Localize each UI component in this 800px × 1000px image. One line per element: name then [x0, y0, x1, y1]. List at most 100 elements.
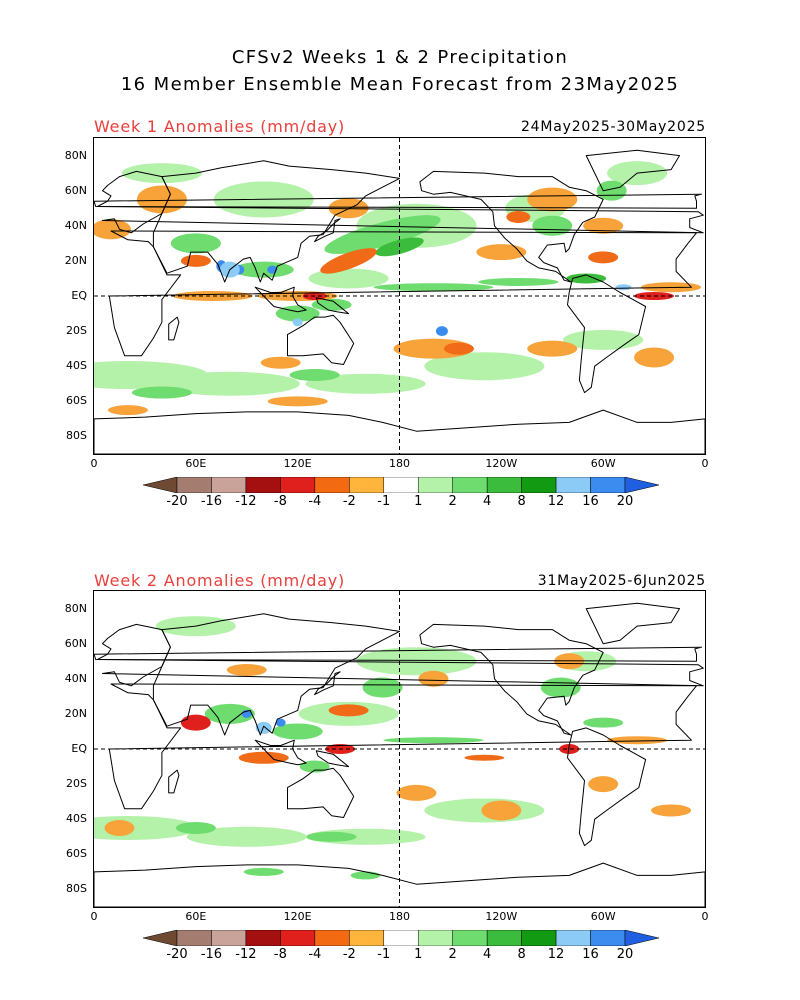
- week2-coastline-new-guinea: [315, 750, 350, 768]
- week1-lon-label: 120E: [283, 457, 312, 470]
- week2-colorbar: [142, 929, 660, 947]
- week1-anomaly-region: [527, 340, 578, 357]
- week1-anomaly-region: [305, 373, 426, 394]
- week1-coastline-south-america: [567, 274, 647, 394]
- week1-lat-label: 40S: [66, 359, 87, 373]
- week2-colorbar-high-arrow: [624, 929, 660, 947]
- week2-anomaly-region: [464, 754, 505, 761]
- week2-colorbar-swatch: [590, 929, 626, 947]
- week1-colorbar-swatch: [280, 476, 316, 494]
- week1-colorbar-tick-label: 4: [483, 494, 492, 509]
- week1-lon-label: 60W: [590, 457, 616, 470]
- week1-colorbar: [142, 476, 660, 494]
- week1-colorbar-tick-label: -16: [200, 494, 223, 509]
- week2-colorbar-tick-label: 20: [616, 947, 634, 962]
- week2-colorbar-swatch: [245, 929, 281, 947]
- week2-colorbar-tick-label: -12: [235, 947, 257, 962]
- week1-lat-label: EQ: [71, 289, 87, 302]
- week2-lon-label: 60W: [590, 910, 616, 923]
- week1-anomaly-region: [435, 326, 448, 337]
- week2-anomaly-region: [651, 804, 692, 817]
- week1-colorbar-tick-label: 2: [448, 494, 457, 509]
- week2-anomaly-region: [272, 723, 323, 740]
- week1-lon-label: 180: [389, 457, 410, 470]
- week1-anomaly-region: [267, 265, 278, 274]
- week2-colorbar-swatch: [486, 929, 522, 947]
- week1-anomaly-region: [267, 396, 328, 407]
- week2-lat-label: 60S: [66, 847, 87, 861]
- week2-anomaly-region: [607, 736, 668, 745]
- week1-anomaly-region: [615, 284, 632, 291]
- week2-colorbar-swatches: [142, 929, 660, 947]
- week1-lat-label: 60S: [66, 394, 87, 408]
- week2-colorbar-tick-label: -8: [273, 947, 287, 962]
- week2-anomaly-region: [350, 871, 381, 880]
- week2-colorbar-swatch: [555, 929, 591, 947]
- week2-anomaly-region: [362, 677, 403, 698]
- week1-coastline-madagascar: [168, 316, 180, 341]
- week1-coastline-indonesia: [254, 286, 307, 313]
- week1-coastline-australia: [287, 314, 355, 365]
- week2-anomaly-region: [481, 800, 522, 821]
- week1-lat-label: 40N: [64, 218, 87, 232]
- week1-anomaly-region: [583, 217, 624, 234]
- week2-colorbar-swatch: [452, 929, 488, 947]
- week2-colorbar-swatch: [314, 929, 350, 947]
- week1-anomaly-region: [476, 244, 527, 261]
- week2-lat-label: 80N: [64, 601, 87, 615]
- week1-lat-label: 60N: [64, 183, 87, 197]
- week2-colorbar-swatch: [280, 929, 316, 947]
- week1-colorbar-swatch: [314, 476, 350, 494]
- week2-coastline-asia: [152, 613, 400, 736]
- week1-anomaly-region: [180, 254, 211, 267]
- week2-colorbar-tick-label: 8: [517, 947, 526, 962]
- week2-lon-label: 180: [389, 910, 410, 923]
- week2-lon-label: 0: [701, 910, 709, 923]
- week1-colorbar-tick-label: 1: [414, 494, 423, 509]
- week2-anomaly-region: [328, 704, 369, 717]
- week2-anomaly-region: [306, 831, 357, 842]
- week2-colorbar-tick-label: -4: [308, 947, 322, 962]
- week1-colorbar-low-arrow: [142, 476, 178, 494]
- week1-colorbar-tick-label: -4: [308, 494, 322, 509]
- week2-coastline-greenland: [585, 602, 680, 645]
- week2-lat-label: 40N: [64, 671, 87, 685]
- week1-anomaly-region: [506, 211, 531, 223]
- week2-colorbar-tick-label: 4: [483, 947, 492, 962]
- week2-coastline-madagascar: [168, 769, 180, 794]
- week2-colorbar-swatch: [349, 929, 385, 947]
- week1-coastline-japan: [314, 218, 341, 243]
- week2-colorbar-tick-label: -2: [342, 947, 356, 962]
- week2-coastline-south-america: [567, 727, 647, 847]
- week1-colorbar-swatches: [142, 476, 660, 494]
- week2-coastline-north-america: [419, 623, 604, 736]
- week2-colorbar-tick-label: 2: [448, 947, 457, 962]
- week1-anomaly-region: [532, 215, 573, 236]
- week2-anomaly-region: [243, 867, 284, 876]
- title-line-2: 16 Member Ensemble Mean Forecast from 23…: [120, 74, 680, 95]
- week2-colorbar-swatch: [383, 929, 419, 947]
- week2-anomaly-region: [186, 826, 307, 847]
- week1-colorbar-tick-label: -12: [235, 494, 257, 509]
- week1-lon-label: 60E: [185, 457, 207, 470]
- week2-coastline-indonesia: [254, 739, 307, 766]
- week2-anomaly-region: [299, 760, 330, 773]
- week1-colorbar-swatch: [245, 476, 281, 494]
- week2-anomaly-region: [275, 718, 286, 727]
- week1-colorbar-tick-label: -1: [377, 494, 391, 509]
- week1-lat-label: 20N: [64, 253, 87, 267]
- week1-anomaly-region: [478, 277, 559, 286]
- week1-colorbar-swatch: [383, 476, 419, 494]
- week2-colorbar-swatch: [521, 929, 557, 947]
- week2-anomaly-region: [226, 664, 267, 676]
- week1-coastline-new-guinea: [315, 297, 350, 315]
- week1-colorbar-swatch: [176, 476, 212, 494]
- week1-anomaly-region: [121, 163, 202, 184]
- week1-panel-label: Week 1 Anomalies (mm/day): [94, 117, 346, 136]
- week1-colorbar-tick-label: 8: [517, 494, 526, 509]
- week1-colorbar-swatch: [211, 476, 247, 494]
- week2-lon-label: 120W: [485, 910, 518, 923]
- week1-anomaly-region: [443, 342, 474, 355]
- week2-anomaly-region: [559, 744, 580, 754]
- week2-date-range: 31May2025-6Jun2025: [537, 573, 706, 589]
